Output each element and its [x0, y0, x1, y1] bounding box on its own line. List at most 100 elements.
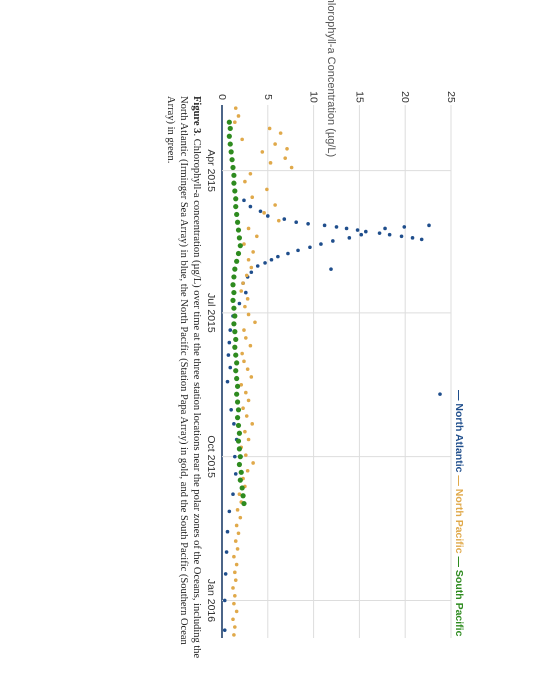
data-point — [227, 340, 232, 345]
data-point — [230, 164, 236, 171]
data-point — [236, 446, 243, 452]
data-point — [232, 266, 238, 272]
data-point — [243, 304, 247, 309]
data-point — [236, 430, 243, 436]
data-point — [249, 375, 254, 379]
data-point — [224, 550, 229, 554]
data-point — [239, 485, 245, 491]
data-point — [283, 156, 288, 160]
data-point — [244, 336, 248, 340]
data-point — [285, 146, 289, 151]
data-point — [246, 226, 251, 231]
data-point — [234, 219, 241, 225]
data-point — [230, 297, 236, 303]
data-point — [233, 196, 239, 202]
data-point — [245, 297, 250, 301]
figure-caption: Figure 3. Chlorophyll-a concentration (µ… — [165, 96, 202, 659]
data-point — [234, 258, 240, 264]
data-point — [241, 500, 247, 507]
x-tick-label: Oct 2015 — [205, 435, 217, 478]
data-point — [355, 228, 360, 232]
data-point — [228, 149, 234, 155]
data-point — [238, 469, 244, 475]
x-axis-ticks: Apr 2015 Jul 2015 Oct 2015 Jan 2016 — [205, 149, 217, 622]
legend-item-north-atlantic: — North Atlantic — North Pacific — South… — [453, 390, 465, 637]
caption-line-3: Array) in green. — [165, 96, 176, 163]
data-point — [226, 133, 232, 139]
series-north-pacific — [231, 106, 294, 637]
data-point — [260, 150, 265, 154]
x-tick-label: Apr 2015 — [205, 149, 217, 192]
data-point — [226, 353, 231, 357]
y-tick-label: 25 — [445, 91, 457, 103]
data-point — [237, 301, 242, 306]
data-point — [227, 141, 233, 147]
data-point — [231, 321, 237, 327]
data-point — [234, 609, 239, 614]
data-point — [383, 226, 387, 231]
data-point — [232, 554, 236, 559]
data-point — [233, 454, 237, 459]
data-point — [231, 172, 237, 178]
data-point — [231, 492, 235, 496]
data-point — [294, 220, 298, 225]
data-point — [234, 360, 240, 366]
data-point — [262, 211, 266, 215]
data-point — [226, 119, 232, 125]
data-point — [438, 392, 442, 396]
data-point — [248, 204, 253, 209]
data-point — [250, 195, 255, 200]
data-point — [234, 383, 241, 389]
series-south-pacific — [226, 119, 247, 507]
data-point — [273, 203, 277, 207]
data-point — [235, 407, 242, 413]
data-point — [236, 461, 243, 468]
data-point — [399, 234, 404, 239]
data-point — [232, 188, 238, 194]
data-point — [233, 336, 239, 343]
y-tick-label: 0 — [216, 94, 228, 100]
data-point — [228, 365, 233, 370]
data-point — [276, 254, 280, 259]
data-point — [228, 328, 233, 332]
data-point — [269, 257, 274, 262]
series-north-atlantic — [222, 198, 442, 632]
data-point — [233, 578, 238, 582]
data-point — [233, 352, 239, 358]
data-point — [235, 547, 240, 551]
data-point — [244, 414, 249, 418]
data-point — [308, 245, 312, 250]
data-point — [402, 225, 407, 229]
data-point — [233, 472, 238, 476]
data-point — [231, 586, 235, 590]
data-point — [235, 250, 242, 257]
gridlines — [221, 105, 452, 638]
data-point — [347, 236, 352, 240]
data-point — [278, 131, 283, 135]
data-point — [230, 282, 236, 288]
data-point — [233, 203, 239, 210]
data-point — [258, 209, 263, 214]
data-point — [235, 438, 242, 444]
y-tick-label: 5 — [262, 94, 274, 100]
data-point — [237, 454, 243, 460]
data-point — [251, 250, 255, 254]
data-point — [245, 468, 250, 473]
data-point — [232, 329, 238, 335]
data-point — [233, 539, 238, 543]
data-point — [234, 562, 239, 567]
data-point — [235, 508, 240, 512]
caption-label: Figure 3 — [191, 96, 202, 133]
x-tick-label: Jan 2016 — [205, 579, 217, 622]
data-point — [234, 415, 241, 421]
data-point — [246, 312, 251, 317]
data-point — [241, 406, 245, 411]
data-point — [249, 265, 254, 270]
data-point — [234, 523, 239, 528]
data-point — [232, 344, 238, 350]
data-point — [234, 375, 240, 382]
data-point — [246, 437, 251, 442]
data-point — [227, 125, 233, 132]
data-point — [237, 477, 243, 483]
data-point — [246, 398, 251, 403]
